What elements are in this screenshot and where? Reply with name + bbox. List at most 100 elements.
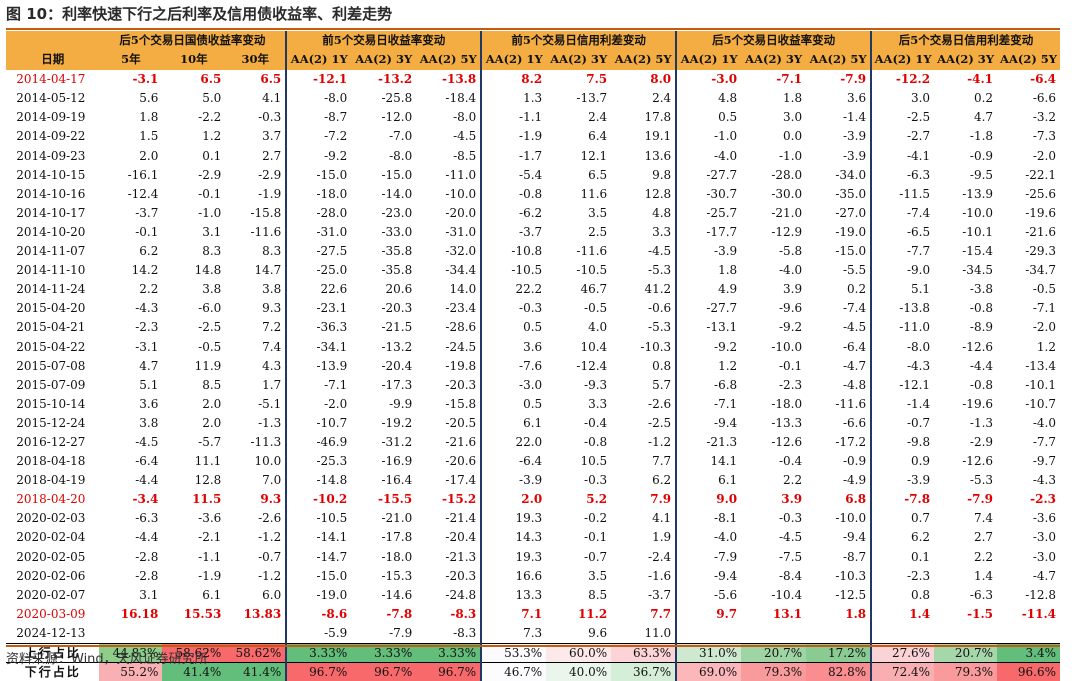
table-cell: -5.8 [741, 242, 806, 261]
table-cell: -23.0 [351, 204, 416, 223]
table-cell: 19.3 [481, 548, 546, 567]
table-cell: -3.0 [481, 376, 546, 395]
table-cell: 6.0 [225, 586, 286, 605]
table-cell: -46.9 [286, 433, 351, 452]
table-cell: -9.4 [676, 414, 741, 433]
table-cell: -36.3 [286, 318, 351, 337]
table-cell: -14.1 [286, 528, 351, 547]
table-cell: -12.6 [934, 338, 997, 357]
table-cell: -12.1 [286, 70, 351, 90]
table-cell: -7.2 [286, 127, 351, 146]
table-cell: -20.6 [416, 452, 481, 471]
table-cell: 10.0 [225, 452, 286, 471]
table-cell: -20.4 [351, 357, 416, 376]
row-date: 2015-10-14 [6, 395, 99, 414]
table-cell: -28.0 [741, 166, 806, 185]
table-cell: -5.1 [225, 395, 286, 414]
table-cell: -11.6 [546, 242, 611, 261]
table-cell: -3.0 [997, 528, 1060, 547]
table-cell: -3.6 [997, 509, 1060, 528]
table-cell: -28.0 [286, 204, 351, 223]
table-cell: -3.7 [611, 586, 676, 605]
table-cell: 13.3 [481, 586, 546, 605]
table-cell: -2.4 [611, 548, 676, 567]
header-group-cell: 后5个交易日收益率变动 [676, 31, 871, 50]
table-cell: 41.2 [611, 280, 676, 299]
table-cell: -10.4 [741, 586, 806, 605]
table-cell: 3.8 [162, 280, 225, 299]
table-cell: -2.5 [611, 414, 676, 433]
table-cell: -11.6 [806, 395, 871, 414]
row-date: 2015-04-20 [6, 299, 99, 318]
table-cell: 11.1 [162, 452, 225, 471]
table-cell: -2.0 [997, 147, 1060, 166]
row-date: 2014-04-17 [6, 70, 99, 90]
table-cell: 2.7 [934, 528, 997, 547]
table-cell: -9.7 [997, 452, 1060, 471]
column-header: AA(2) 1Y [286, 50, 351, 70]
table-cell: -2.9 [162, 166, 225, 185]
table-cell: -10.0 [806, 509, 871, 528]
table-cell: 1.8 [99, 108, 162, 127]
table-cell: -9.8 [871, 433, 934, 452]
table-cell: -27.5 [286, 242, 351, 261]
table-cell: 9.7 [676, 605, 741, 624]
table-cell: -1.0 [741, 147, 806, 166]
table-cell: -35.8 [351, 242, 416, 261]
row-date: 2015-07-08 [6, 357, 99, 376]
table-cell: -8.4 [741, 567, 806, 586]
table-cell: -10.5 [286, 509, 351, 528]
table-cell: 4.1 [611, 509, 676, 528]
table-cell: -5.6 [676, 586, 741, 605]
row-date: 2018-04-18 [6, 452, 99, 471]
table-cell: -14.0 [351, 185, 416, 204]
table-cell: 6.8 [806, 490, 871, 509]
table-cell: -6.3 [871, 166, 934, 185]
table-cell: 2.4 [611, 89, 676, 108]
table-cell: -15.3 [351, 567, 416, 586]
table-cell [225, 624, 286, 644]
table-cell: -1.1 [162, 548, 225, 567]
table-cell: -13.2 [351, 70, 416, 90]
table-cell: 1.8 [806, 605, 871, 624]
table-cell: 7.9 [611, 490, 676, 509]
table-cell: -2.7 [871, 127, 934, 146]
table-cell: 8.5 [162, 376, 225, 395]
table-cell: 16.18 [99, 605, 162, 624]
table-cell: -7.5 [741, 548, 806, 567]
table-cell: -10.0 [416, 185, 481, 204]
table-cell: -21.6 [997, 223, 1060, 242]
table-cell: -4.5 [741, 528, 806, 547]
table-cell: 3.6 [481, 338, 546, 357]
table-cell: 3.5 [546, 204, 611, 223]
table-cell: 5.2 [546, 490, 611, 509]
table-cell: -29.3 [997, 242, 1060, 261]
table-cell: -9.4 [806, 528, 871, 547]
table-cell: -0.7 [225, 548, 286, 567]
table-cell: 1.4 [871, 605, 934, 624]
table-cell: -5.3 [934, 471, 997, 490]
table-cell: 4.7 [99, 357, 162, 376]
table-cell: 10.4 [546, 338, 611, 357]
table-cell: 6.4 [546, 127, 611, 146]
table-cell: 2.5 [546, 223, 611, 242]
table-cell: -0.6 [611, 299, 676, 318]
table-cell: 9.0 [676, 490, 741, 509]
table-cell: -7.8 [351, 605, 416, 624]
table-cell: 2.0 [481, 490, 546, 509]
table-cell: -8.1 [676, 509, 741, 528]
table-cell: -12.9 [741, 223, 806, 242]
table-cell: -4.4 [934, 357, 997, 376]
table-cell: -15.2 [416, 490, 481, 509]
row-date: 2015-04-22 [6, 338, 99, 357]
table-cell: -12.4 [99, 185, 162, 204]
table-cell: 1.8 [676, 261, 741, 280]
table-cell: -10.0 [741, 338, 806, 357]
table-cell: -28.6 [416, 318, 481, 337]
table-cell: -7.9 [351, 624, 416, 644]
header-group-cell: 后5个交易日国债收益率变动 [99, 31, 286, 50]
table-cell: -11.0 [416, 166, 481, 185]
table-cell: -3.9 [806, 127, 871, 146]
